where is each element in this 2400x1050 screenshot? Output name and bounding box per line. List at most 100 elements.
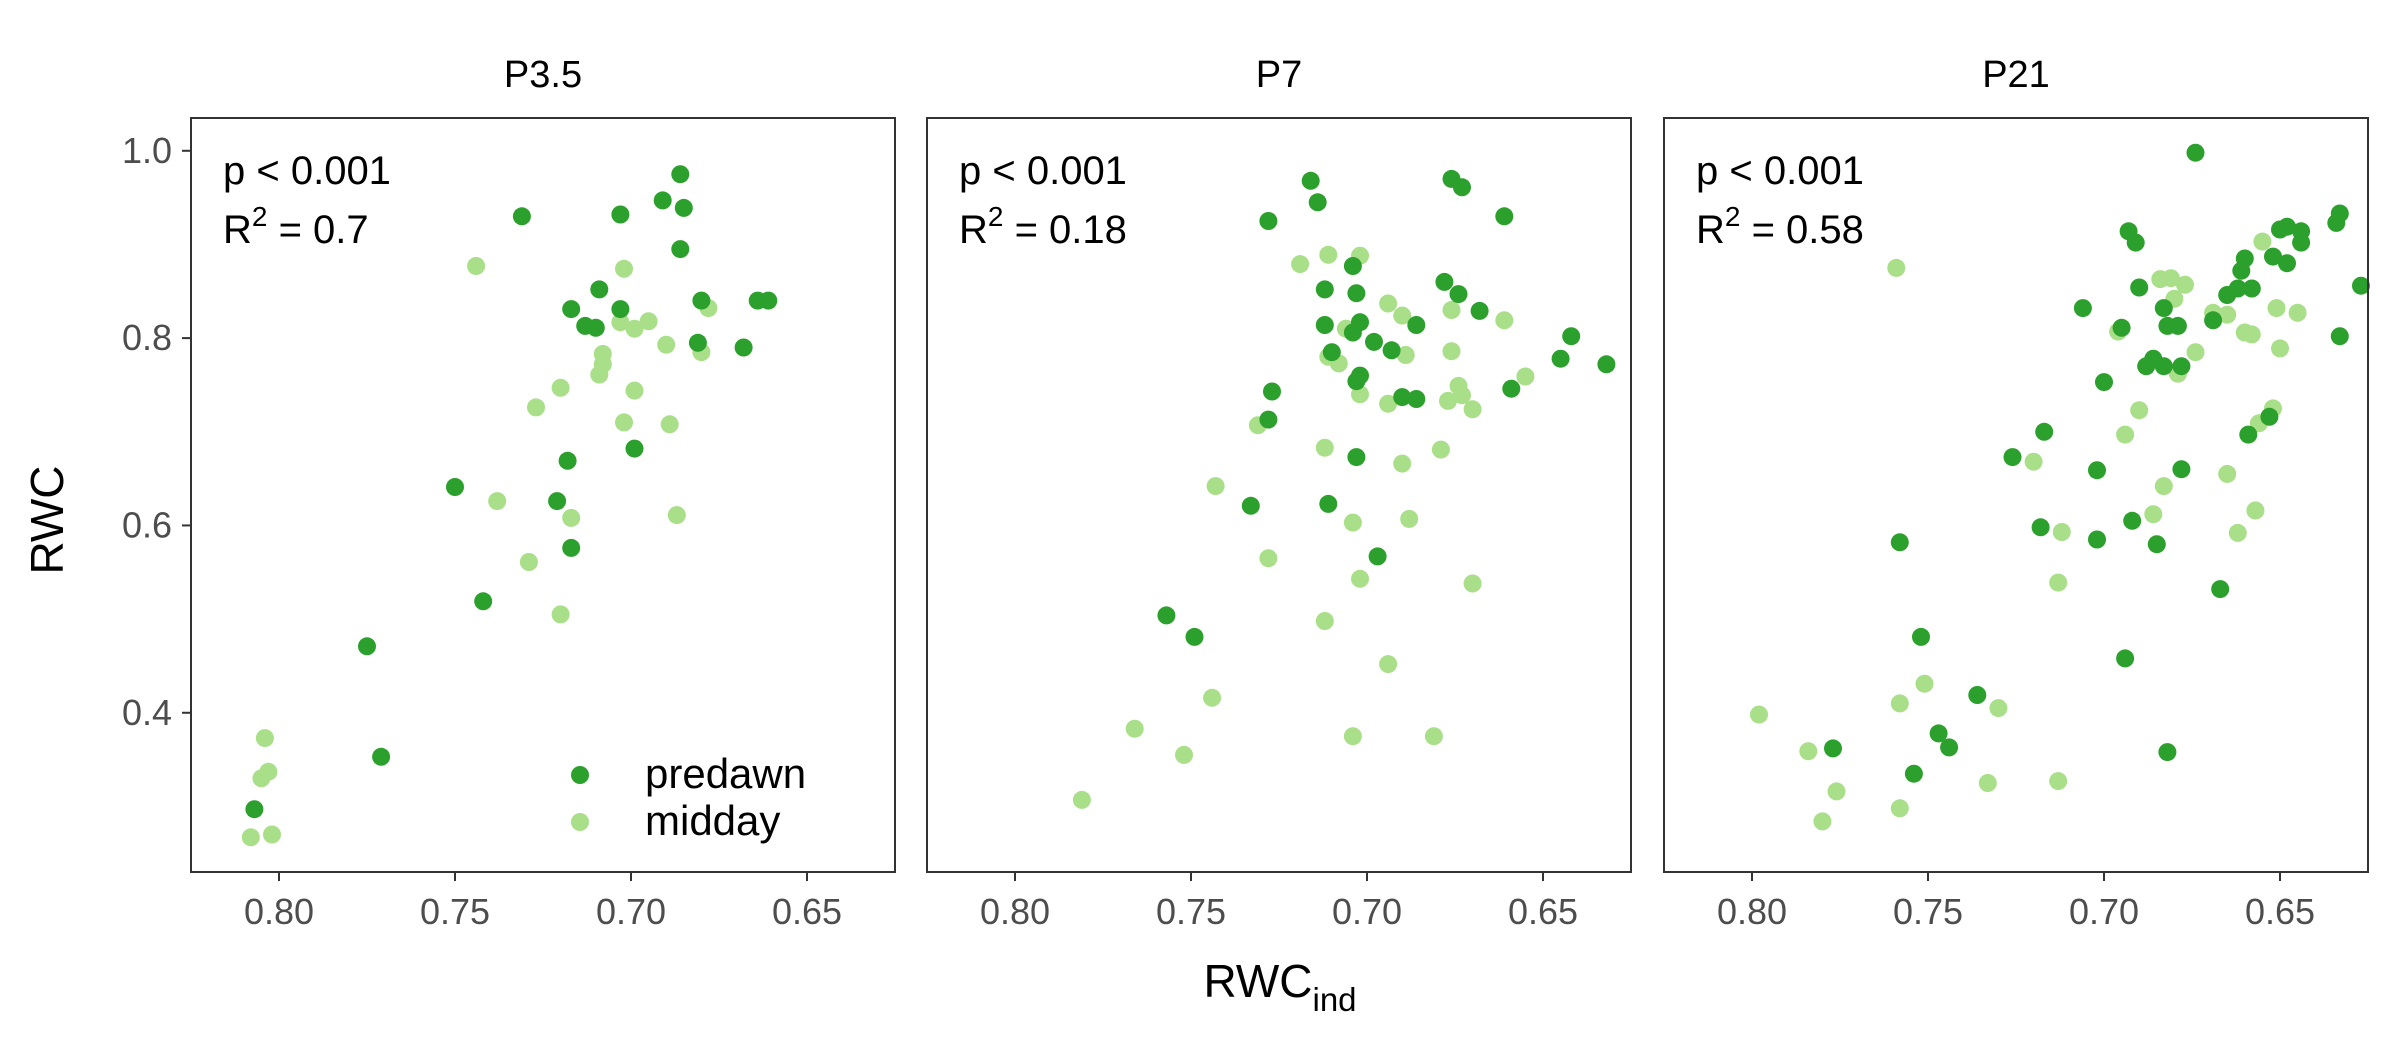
y-tick-label: 0.8: [122, 317, 172, 358]
legend: predawn midday: [571, 750, 806, 844]
point-predawn: [1368, 547, 1387, 566]
r-squared-symbol: R: [223, 208, 252, 252]
point-midday: [1291, 255, 1310, 274]
point-predawn: [2073, 299, 2092, 318]
x-tick-label: 0.75: [1893, 891, 1963, 932]
point-predawn: [1259, 212, 1278, 230]
legend-label-predawn: predawn: [645, 750, 806, 797]
r-squared-exponent: 2: [252, 201, 268, 232]
point-midday: [1799, 742, 1818, 761]
point-midday: [2154, 477, 2173, 496]
point-midday: [625, 319, 644, 338]
point-midday: [467, 257, 486, 275]
point-predawn: [625, 439, 644, 458]
point-midday: [2246, 501, 2265, 520]
point-midday: [1125, 719, 1144, 738]
point-midday: [551, 378, 570, 397]
point-predawn: [2172, 357, 2191, 376]
point-midday: [667, 506, 686, 525]
r-squared-annotation: R2 = 0.58: [1696, 201, 1864, 252]
point-midday: [2218, 305, 2237, 324]
point-midday: [1442, 342, 1461, 361]
y-tick-label: 1.0: [122, 130, 172, 171]
x-tick-label: 0.65: [2245, 891, 2315, 932]
point-predawn: [1343, 323, 1362, 342]
point-predawn: [2154, 357, 2173, 376]
point-predawn: [1308, 193, 1327, 212]
point-predawn: [692, 291, 711, 310]
point-predawn: [1315, 316, 1334, 334]
point-predawn: [1551, 349, 1570, 368]
x-tick-label: 0.80: [1717, 891, 1787, 932]
panel-p3-5: P3.5 0.80 0.75 0.70 0.65 0.4 0.6 0.8 1.0 p < 0.00…: [122, 54, 896, 932]
point-midday: [1463, 400, 1482, 419]
point-midday: [2288, 303, 2307, 322]
point-predawn: [1185, 627, 1204, 646]
point-midday: [2049, 772, 2068, 791]
point-midday: [1396, 346, 1415, 364]
r-squared-value: = 0.18: [1003, 208, 1126, 252]
point-predawn: [2271, 220, 2289, 239]
point-predawn: [2035, 422, 2054, 441]
point-predawn: [2327, 213, 2346, 232]
point-predawn: [1435, 272, 1454, 291]
point-midday: [1203, 688, 1222, 707]
point-midday: [2024, 452, 2043, 471]
point-midday: [2176, 275, 2194, 294]
y-tick-label: 0.6: [122, 504, 172, 545]
point-midday: [1463, 574, 1482, 593]
r-squared-value: = 0.7: [267, 208, 368, 252]
point-midday: [1424, 727, 1443, 746]
legend-marker-midday: [571, 813, 589, 831]
point-predawn: [1502, 379, 1521, 398]
point-midday: [1206, 477, 1225, 496]
panel-border: [190, 117, 896, 873]
r-squared-annotation: R2 = 0.18: [959, 201, 1127, 252]
point-predawn: [611, 300, 630, 319]
point-predawn: [1347, 372, 1366, 391]
point-midday: [1516, 367, 1535, 386]
point-predawn: [2088, 461, 2106, 480]
point-midday: [1890, 799, 1909, 818]
x-tick-label: 0.80: [980, 891, 1050, 932]
panel-title: P7: [1256, 54, 1302, 96]
r-squared-exponent: 2: [1725, 201, 1741, 232]
point-midday: [2186, 343, 2205, 362]
point-midday: [625, 381, 644, 400]
point-midday: [1750, 705, 1768, 724]
point-predawn: [2137, 357, 2156, 376]
point-predawn: [671, 240, 690, 259]
point-predawn: [2116, 649, 2135, 668]
point-midday: [1343, 727, 1362, 746]
point-predawn: [1597, 355, 1616, 374]
point-predawn: [1407, 390, 1426, 408]
point-midday: [1915, 674, 1934, 693]
point-predawn: [590, 280, 609, 299]
point-predawn: [2228, 279, 2247, 298]
point-midday: [1175, 745, 1193, 764]
point-predawn: [474, 592, 493, 611]
point-predawn: [2239, 425, 2258, 444]
point-predawn: [2147, 535, 2166, 554]
point-predawn: [2242, 279, 2261, 298]
y-tick-label: 0.4: [122, 692, 172, 733]
point-midday: [1393, 454, 1412, 473]
point-midday: [488, 492, 507, 511]
panels: P3.5 0.80 0.75 0.70 0.65 0.4 0.6 0.8 1.0 p < 0.00…: [122, 54, 2370, 932]
point-midday: [2253, 232, 2272, 251]
point-predawn: [1904, 764, 1923, 783]
panel-p7: P7 0.80 0.75 0.70 0.65 p < 0.001 R2 = 0.18: [926, 54, 1632, 932]
point-predawn: [1495, 207, 1514, 226]
point-midday: [2271, 339, 2289, 358]
point-predawn: [358, 637, 376, 656]
point-midday: [1978, 774, 1997, 792]
legend-marker-predawn: [571, 766, 589, 784]
point-predawn: [1343, 257, 1362, 275]
point-predawn: [1241, 496, 1260, 515]
point-midday: [1315, 438, 1334, 457]
point-predawn: [734, 338, 753, 357]
point-midday: [2144, 505, 2163, 524]
panel-p21: P21 0.80 0.75 0.70 0.65 p < 0.001 R2 = 0.58: [1663, 54, 2370, 932]
point-midday: [2151, 270, 2170, 289]
point-predawn: [1968, 686, 1987, 704]
